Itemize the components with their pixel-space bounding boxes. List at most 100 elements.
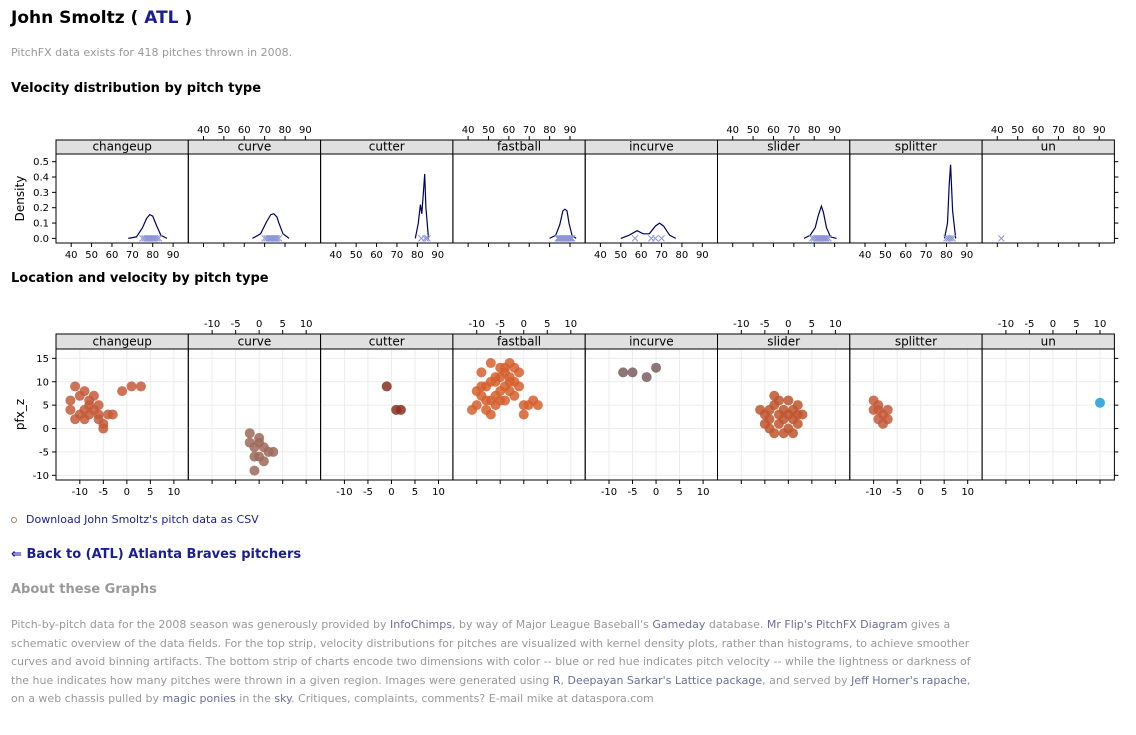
x-tick-label: 80 [676, 250, 689, 261]
x-tick-label: -5 [495, 319, 505, 330]
sky-link[interactable]: sky [274, 692, 292, 706]
x-tick-label: 5 [809, 319, 815, 330]
lattice-link[interactable]: Deepayan Sarkar's Lattice package [567, 673, 763, 687]
rug-mark [565, 235, 573, 242]
pitch-point [93, 400, 104, 411]
rapache-link[interactable]: Jeff Horner's rapache [851, 673, 967, 687]
panel-frame [981, 153, 1115, 244]
pitch-point [244, 428, 255, 439]
about-text: database. [705, 618, 767, 631]
rug-mark [947, 235, 954, 242]
x-tick-label: 70 [655, 250, 668, 261]
pitch-point [797, 409, 808, 420]
panel-frame [187, 153, 322, 244]
pitch-point [618, 367, 629, 378]
x-tick-label: 50 [218, 125, 231, 136]
panel-label: splitter [895, 140, 937, 154]
pitch-point [65, 395, 76, 406]
location-scatter-chart: changeup -10 -5 0 5 10 curve -10 -5 0 5 10 cutter -10… [13, 319, 1119, 498]
x-tick-label: 50 [747, 125, 760, 136]
y-tick-label: 5 [43, 401, 49, 412]
pitch-point [882, 404, 893, 415]
x-tick-label: 60 [899, 250, 912, 261]
pitch-point [70, 414, 81, 425]
x-tick-label: 90 [299, 125, 312, 136]
velocity-section-heading: Velocity distribution by pitch type [11, 81, 262, 96]
download-csv-link[interactable]: Download John Smoltz's pitch data as CSV [11, 513, 259, 526]
x-tick-label: 70 [920, 250, 933, 261]
panel-label: un [1041, 140, 1056, 154]
pitch-point [651, 362, 662, 373]
pitchfx-diagram-link[interactable]: Mr Flip's PitchFX Diagram [766, 618, 908, 631]
panel-label: cutter [369, 140, 405, 154]
paren-close: ) [184, 8, 193, 28]
velocity-density-chart: changeup 40 50 60 70 80 90 curve 40 50 60 70 80 90 cut… [13, 125, 1119, 261]
pitch-point [249, 465, 260, 476]
density-curve [943, 164, 957, 239]
about-paragraph: Pitch-by-pitch data for the 2008 season … [11, 616, 971, 709]
rug-mark [566, 235, 574, 242]
pitch-point [504, 376, 515, 387]
back-to-team-link[interactable]: ⇐ Back to (ATL) Atlanta Braves pitchers [11, 547, 301, 562]
about-heading: About these Graphs [11, 582, 157, 597]
pitch-point [532, 400, 543, 411]
magic-ponies-link[interactable]: magic ponies [162, 692, 236, 706]
panel-label: incurve [629, 140, 674, 154]
gameday-link[interactable]: Gameday [652, 618, 706, 631]
x-tick-label: 60 [767, 125, 780, 136]
page-title: John Smoltz ( ATL ) [11, 8, 192, 28]
pitch-point [792, 400, 803, 411]
x-tick-label: 0 [388, 487, 394, 498]
x-tick-label: 10 [432, 487, 445, 498]
x-tick-label: 50 [1011, 125, 1024, 136]
panel-label: slider [767, 140, 800, 154]
rug-mark [998, 235, 1005, 242]
pitch-point [504, 386, 515, 397]
x-tick-label: -10 [733, 319, 749, 330]
rug-mark [153, 235, 161, 242]
y-tick-label: 0.0 [33, 234, 49, 245]
x-tick-label: 80 [808, 125, 821, 136]
rug-mark [567, 235, 575, 242]
about-text: , and served by [762, 673, 852, 687]
x-tick-label: 80 [411, 250, 424, 261]
bullet-icon [11, 517, 17, 523]
x-tick-label: 50 [614, 250, 627, 261]
x-tick-label: 50 [879, 250, 892, 261]
rug-mark [275, 235, 283, 242]
pitch-point [788, 428, 799, 439]
x-tick-label: 90 [431, 250, 444, 261]
pitch-point [395, 404, 406, 415]
panel-label: un [1041, 335, 1056, 349]
pitch-point [490, 400, 501, 411]
pitch-point [509, 362, 520, 373]
y-tick-label: 0.4 [33, 173, 49, 184]
pitch-point [135, 381, 146, 392]
x-tick-label: 70 [1052, 125, 1065, 136]
pitch-point [98, 423, 109, 434]
r-link[interactable]: R [552, 673, 561, 687]
pitch-point [476, 390, 487, 401]
pitch-point [126, 381, 137, 392]
panel-label: curve [238, 335, 272, 349]
x-tick-label: 40 [859, 250, 872, 261]
y-tick-label: 0.3 [33, 188, 49, 199]
infochimps-link[interactable]: InfoChimps [390, 618, 452, 631]
density-curve [549, 208, 577, 239]
rug-mark [155, 235, 163, 242]
pitch-point [93, 414, 104, 425]
panel-frame [55, 153, 189, 244]
panel-label: fastball [497, 140, 541, 154]
paren-open: ( [130, 8, 139, 28]
x-tick-label: 90 [1093, 125, 1106, 136]
pitch-point [495, 386, 506, 397]
x-tick-label: -5 [363, 487, 373, 498]
rug-mark [148, 235, 156, 242]
x-tick-label: 90 [828, 125, 841, 136]
x-tick-label: 70 [787, 125, 800, 136]
pitch-point [783, 395, 794, 406]
pitch-count-note: PitchFX data exists for 418 pitches thro… [11, 46, 293, 59]
x-tick-label: 5 [941, 487, 947, 498]
team-link[interactable]: ATL [144, 8, 179, 28]
about-text: , by way of Major League Baseball's [451, 618, 653, 631]
